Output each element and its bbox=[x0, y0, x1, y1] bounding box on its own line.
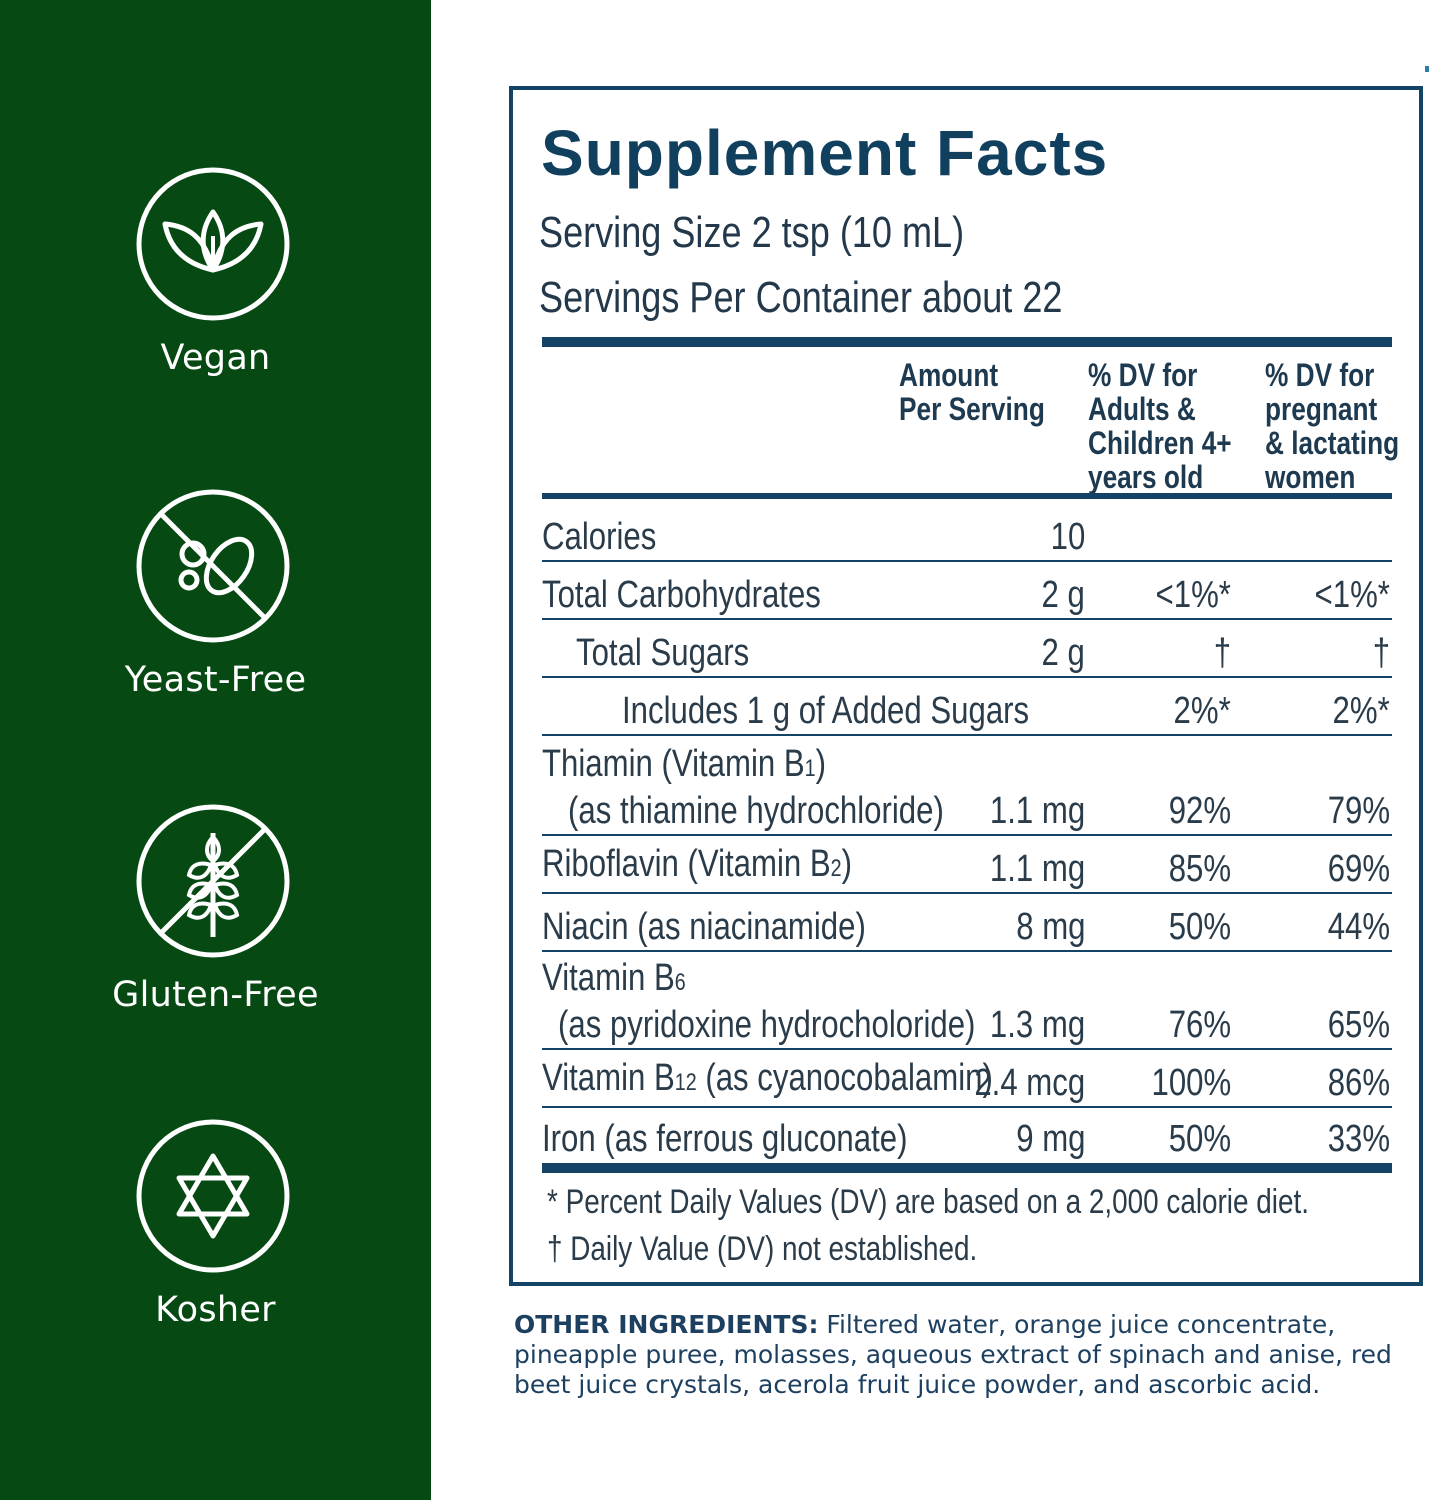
amount-value: 2.4 mcg bbox=[974, 1062, 1085, 1104]
dv-pregnant-value: † bbox=[1372, 632, 1390, 674]
dv-adults-value: 100% bbox=[1151, 1062, 1231, 1104]
nutrient-name: Riboflavin (Vitamin B2) bbox=[542, 841, 852, 892]
nutrient-source: (as thiamine hydrochloride) bbox=[568, 790, 944, 832]
nutrient-source: (as pyridoxine hydrocholoride) bbox=[558, 1004, 976, 1046]
dv-pregnant-value: 65% bbox=[1327, 1004, 1390, 1046]
header-line: women bbox=[1265, 459, 1356, 495]
sidebar-badges: Vegan Yeast-Free bbox=[0, 0, 431, 1500]
amount-value: 8 mg bbox=[1015, 906, 1085, 948]
header-line: Amount bbox=[899, 357, 999, 393]
nutrient-name-text: Vitamin B bbox=[542, 957, 675, 999]
badge-label: Kosher bbox=[155, 1290, 276, 1330]
servings-per-container: Servings Per Container about 22 bbox=[539, 273, 1063, 322]
nutrient-name: Iron (as ferrous gluconate) bbox=[542, 1118, 908, 1160]
header-dv-pregnant: % DV for pregnant & lactating women bbox=[1265, 358, 1399, 494]
divider-thick bbox=[542, 337, 1392, 347]
decorative-mark bbox=[1425, 66, 1429, 72]
leaf-icon bbox=[135, 166, 291, 322]
header-line: Per Serving bbox=[899, 391, 1045, 427]
amount-value: 1.1 mg bbox=[989, 848, 1085, 890]
dv-pregnant-value: 44% bbox=[1327, 906, 1390, 948]
header-line: pregnant bbox=[1265, 391, 1378, 427]
header-line: years old bbox=[1088, 459, 1204, 495]
nutrient-name-text: (as cyanocobalamin) bbox=[696, 1057, 993, 1099]
subscript: 6 bbox=[674, 969, 686, 996]
table-row: Iron (as ferrous gluconate) 9 mg 50% 33% bbox=[542, 1108, 1392, 1162]
nutrient-name: Niacin (as niacinamide) bbox=[542, 906, 866, 948]
table-row: Niacin (as niacinamide) 8 mg 50% 44% bbox=[542, 894, 1392, 952]
amount-value: 9 mg bbox=[1015, 1118, 1085, 1160]
dv-adults-value: 92% bbox=[1168, 790, 1231, 832]
dv-adults-value: 50% bbox=[1168, 906, 1231, 948]
table-row: Includes 1 g of Added Sugars 2%* 2%* bbox=[542, 678, 1392, 736]
nutrient-name: Total Sugars bbox=[576, 632, 750, 674]
other-ingredients: OTHER INGREDIENTS: Filtered water, orang… bbox=[514, 1310, 1414, 1400]
star-of-david-icon bbox=[135, 1118, 291, 1274]
dv-pregnant-value: 33% bbox=[1327, 1118, 1390, 1160]
badge-label: Yeast-Free bbox=[124, 660, 307, 700]
table-row: Vitamin B6 (as pyridoxine hydrocholoride… bbox=[542, 952, 1392, 1050]
table-row: Thiamin (Vitamin B1) (as thiamine hydroc… bbox=[542, 736, 1392, 836]
nutrient-name: Includes 1 g of Added Sugars bbox=[622, 690, 1030, 732]
dv-adults-value: 76% bbox=[1168, 1004, 1231, 1046]
no-gluten-wheat-icon bbox=[135, 803, 291, 959]
subscript: 1 bbox=[804, 755, 816, 782]
nutrient-name-text: Riboflavin (Vitamin B bbox=[542, 843, 831, 885]
table-row: Vitamin B12 (as cyanocobalamin) 2.4 mcg … bbox=[542, 1050, 1392, 1108]
nutrient-name-text: Thiamin (Vitamin B bbox=[542, 743, 805, 785]
nutrient-name: Calories bbox=[542, 516, 657, 558]
subscript: 12 bbox=[674, 1069, 697, 1096]
dv-adults-value: † bbox=[1213, 632, 1231, 674]
table-row: Calories 10 bbox=[542, 502, 1392, 562]
dv-pregnant-value: 86% bbox=[1327, 1062, 1390, 1104]
subscript: 2 bbox=[830, 855, 842, 882]
nutrient-name: Thiamin (Vitamin B1) bbox=[542, 741, 826, 792]
header-line: Children 4+ bbox=[1088, 425, 1232, 461]
table-row: Total Carbohydrates 2 g <1%* <1%* bbox=[542, 562, 1392, 620]
nutrient-name-text: Vitamin B bbox=[542, 1057, 675, 1099]
amount-value: 2 g bbox=[1041, 632, 1085, 674]
facts-title: Supplement Facts bbox=[541, 117, 1109, 189]
dv-pregnant-value: 79% bbox=[1327, 790, 1390, 832]
dv-pregnant-value: <1%* bbox=[1314, 574, 1390, 616]
dv-adults-value: 2%* bbox=[1173, 690, 1231, 732]
header-amount: Amount Per Serving bbox=[899, 358, 1045, 426]
other-ingredients-label: OTHER INGREDIENTS: bbox=[514, 1310, 819, 1339]
divider-thick bbox=[542, 1163, 1392, 1173]
header-line: % DV for bbox=[1265, 357, 1375, 393]
no-yeast-icon bbox=[135, 488, 291, 644]
header-line: & lactating bbox=[1265, 425, 1400, 461]
dv-adults-value: 50% bbox=[1168, 1118, 1231, 1160]
divider-thick bbox=[542, 493, 1392, 499]
nutrient-name: Total Carbohydrates bbox=[542, 574, 821, 616]
nutrient-name: Vitamin B12 (as cyanocobalamin) bbox=[542, 1055, 993, 1106]
table-row: Total Sugars 2 g † † bbox=[542, 620, 1392, 678]
table-row: Riboflavin (Vitamin B2) 1.1 mg 85% 69% bbox=[542, 836, 1392, 894]
dv-adults-value: 85% bbox=[1168, 848, 1231, 890]
badge-label: Gluten-Free bbox=[112, 975, 319, 1015]
amount-value: 1.1 mg bbox=[989, 790, 1085, 832]
dv-pregnant-value: 2%* bbox=[1332, 690, 1390, 732]
header-line: % DV for bbox=[1088, 357, 1198, 393]
dv-pregnant-value: 69% bbox=[1327, 848, 1390, 890]
supplement-facts-panel: Supplement Facts Serving Size 2 tsp (10 … bbox=[509, 86, 1423, 1286]
nutrient-name-text: ) bbox=[815, 743, 826, 785]
nutrient-name: Vitamin B6 bbox=[542, 955, 686, 1006]
header-line: Adults & bbox=[1088, 391, 1196, 427]
amount-value: 10 bbox=[1050, 516, 1085, 558]
badge-label: Vegan bbox=[160, 338, 271, 378]
serving-size: Serving Size 2 tsp (10 mL) bbox=[539, 208, 965, 257]
dv-adults-value: <1%* bbox=[1155, 574, 1231, 616]
amount-value: 2 g bbox=[1041, 574, 1085, 616]
footnote-dagger: † Daily Value (DV) not established. bbox=[547, 1230, 978, 1268]
other-ingredients-text: Filtered water, orange juice concentrate… bbox=[514, 1310, 1392, 1399]
footnote-dv: * Percent Daily Values (DV) are based on… bbox=[547, 1183, 1309, 1221]
amount-value: 1.3 mg bbox=[989, 1004, 1085, 1046]
nutrient-name-text: ) bbox=[841, 843, 852, 885]
header-dv-adults: % DV for Adults & Children 4+ years old bbox=[1088, 358, 1232, 494]
